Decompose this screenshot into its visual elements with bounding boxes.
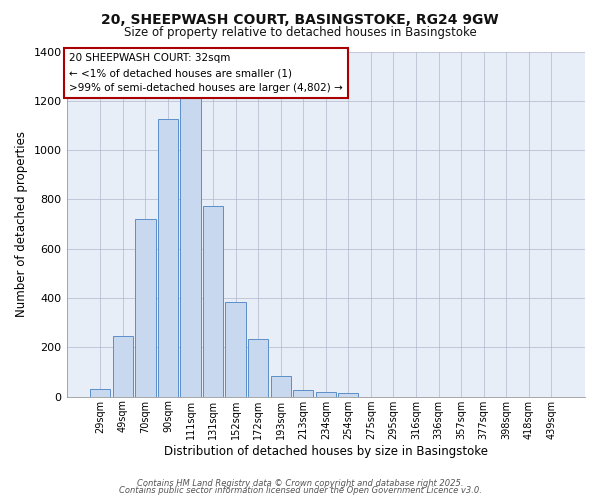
Text: 20 SHEEPWASH COURT: 32sqm
← <1% of detached houses are smaller (1)
>99% of semi-: 20 SHEEPWASH COURT: 32sqm ← <1% of detac…	[69, 53, 343, 93]
Bar	[113, 336, 133, 396]
Bar	[316, 392, 336, 396]
Text: Contains public sector information licensed under the Open Government Licence v3: Contains public sector information licen…	[119, 486, 481, 495]
Bar	[248, 340, 268, 396]
X-axis label: Distribution of detached houses by size in Basingstoke: Distribution of detached houses by size …	[164, 444, 488, 458]
Bar	[181, 66, 200, 396]
Bar	[338, 393, 358, 396]
Y-axis label: Number of detached properties: Number of detached properties	[15, 131, 28, 317]
Bar	[226, 302, 246, 396]
Text: 20, SHEEPWASH COURT, BASINGSTOKE, RG24 9GW: 20, SHEEPWASH COURT, BASINGSTOKE, RG24 9…	[101, 12, 499, 26]
Bar	[293, 390, 313, 396]
Text: Contains HM Land Registry data © Crown copyright and database right 2025.: Contains HM Land Registry data © Crown c…	[137, 478, 463, 488]
Text: Size of property relative to detached houses in Basingstoke: Size of property relative to detached ho…	[124, 26, 476, 39]
Bar	[135, 219, 155, 396]
Bar	[90, 390, 110, 396]
Bar	[158, 120, 178, 396]
Bar	[271, 376, 291, 396]
Bar	[203, 206, 223, 396]
